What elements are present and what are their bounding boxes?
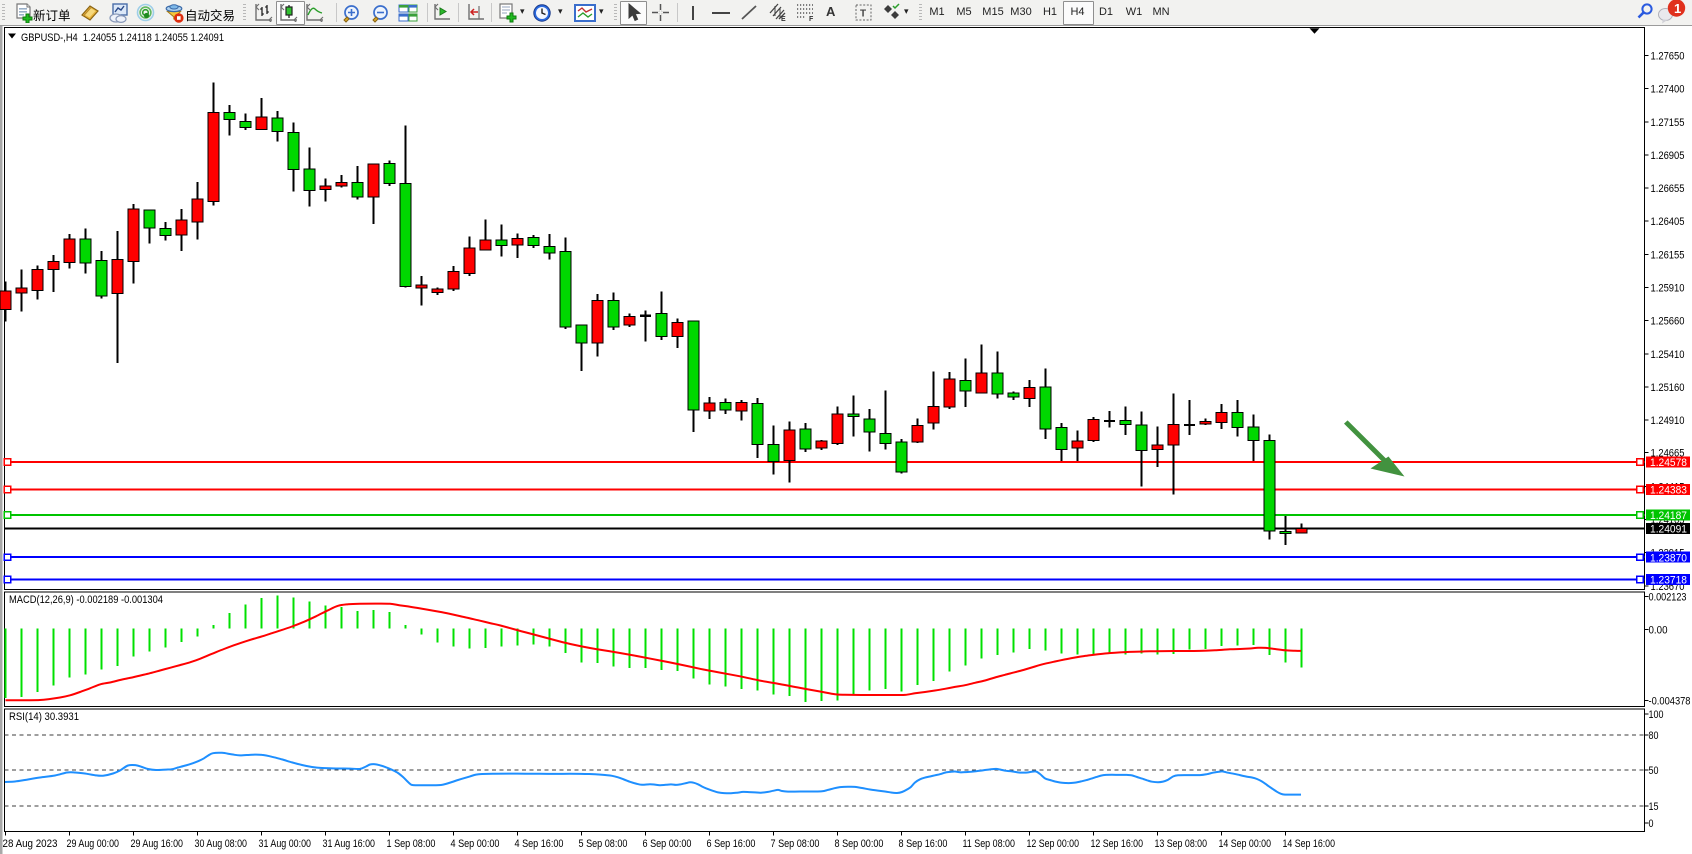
svg-text:4 Sep 16:00: 4 Sep 16:00 — [515, 838, 564, 850]
svg-text:29 Aug 00:00: 29 Aug 00:00 — [67, 838, 120, 850]
svg-text:T: T — [860, 9, 866, 20]
svg-text:0.002123: 0.002123 — [1649, 592, 1687, 604]
svg-text:1.24383: 1.24383 — [1650, 485, 1687, 497]
svg-text:12 Sep 16:00: 12 Sep 16:00 — [1091, 838, 1144, 850]
svg-text:MACD(12,26,9) -0.002189 -0.001: MACD(12,26,9) -0.002189 -0.001304 — [9, 594, 163, 606]
svg-text:RSI(14) 30.3931: RSI(14) 30.3931 — [9, 711, 79, 723]
svg-text:1.23718: 1.23718 — [1650, 575, 1687, 587]
svg-text:1.26905: 1.26905 — [1651, 150, 1685, 162]
svg-text:0: 0 — [1649, 818, 1654, 830]
svg-text:0.00: 0.00 — [1649, 625, 1668, 637]
svg-text:F: F — [809, 16, 814, 22]
svg-text:50: 50 — [1649, 765, 1659, 777]
svg-text:1.25160: 1.25160 — [1651, 382, 1685, 394]
svg-text:1 Sep 08:00: 1 Sep 08:00 — [387, 838, 436, 850]
svg-text:31 Aug 16:00: 31 Aug 16:00 — [323, 838, 376, 850]
svg-text:1.27650: 1.27650 — [1651, 51, 1685, 63]
svg-text:1.25660: 1.25660 — [1651, 316, 1685, 328]
svg-text:100: 100 — [1649, 709, 1664, 721]
svg-text:28 Aug 2023: 28 Aug 2023 — [3, 838, 58, 850]
svg-text:80: 80 — [1649, 730, 1659, 742]
svg-text:1.26155: 1.26155 — [1651, 249, 1685, 261]
svg-text:14 Sep 16:00: 14 Sep 16:00 — [1283, 838, 1336, 850]
svg-text:11 Sep 08:00: 11 Sep 08:00 — [963, 838, 1016, 850]
svg-text:1.23870: 1.23870 — [1650, 552, 1687, 564]
svg-text:1.25410: 1.25410 — [1651, 349, 1685, 361]
svg-text:1.26405: 1.26405 — [1651, 216, 1685, 228]
svg-text:1.26655: 1.26655 — [1651, 183, 1685, 195]
svg-text:1.27155: 1.27155 — [1651, 117, 1685, 129]
svg-text:1.24187: 1.24187 — [1650, 510, 1687, 522]
svg-text:GBPUSD-,H4 1.24055 1.24118 1.: GBPUSD-,H4 1.24055 1.24118 1.24055 1.240… — [21, 32, 224, 44]
svg-text:1: 1 — [1674, 1, 1681, 16]
svg-text:13 Sep 08:00: 13 Sep 08:00 — [1155, 838, 1208, 850]
svg-text:30 Aug 08:00: 30 Aug 08:00 — [195, 838, 248, 850]
svg-text:6 Sep 16:00: 6 Sep 16:00 — [707, 838, 756, 850]
svg-text:8 Sep 00:00: 8 Sep 00:00 — [835, 838, 884, 850]
svg-text:-0.004378: -0.004378 — [1649, 695, 1691, 707]
svg-text:12 Sep 00:00: 12 Sep 00:00 — [1027, 838, 1080, 850]
svg-text:8 Sep 16:00: 8 Sep 16:00 — [899, 838, 948, 850]
svg-text:1.27400: 1.27400 — [1651, 84, 1685, 96]
svg-text:5 Sep 08:00: 5 Sep 08:00 — [579, 838, 628, 850]
svg-text:1.24091: 1.24091 — [1650, 524, 1687, 536]
svg-text:29 Aug 16:00: 29 Aug 16:00 — [131, 838, 184, 850]
svg-text:1.24578: 1.24578 — [1650, 457, 1687, 469]
svg-text:14 Sep 00:00: 14 Sep 00:00 — [1219, 838, 1272, 850]
svg-text:15: 15 — [1649, 801, 1659, 813]
svg-text:7 Sep 08:00: 7 Sep 08:00 — [771, 838, 820, 850]
svg-text:1.25910: 1.25910 — [1651, 283, 1685, 295]
svg-text:4 Sep 00:00: 4 Sep 00:00 — [451, 838, 500, 850]
svg-text:31 Aug 00:00: 31 Aug 00:00 — [259, 838, 312, 850]
svg-text:6 Sep 00:00: 6 Sep 00:00 — [643, 838, 692, 850]
svg-text:1.24910: 1.24910 — [1651, 415, 1685, 427]
svg-text:E: E — [781, 16, 786, 22]
